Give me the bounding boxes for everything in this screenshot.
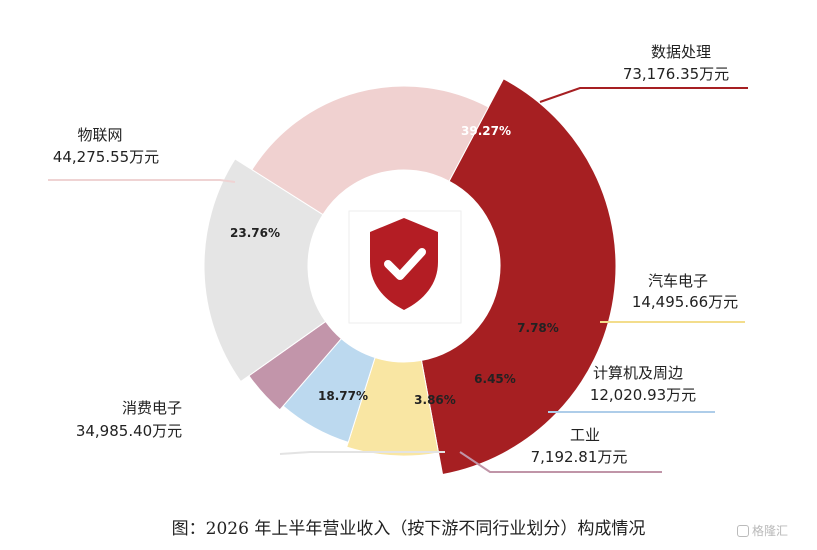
- gelonghui-logo-icon: [737, 525, 749, 537]
- label-value: 34,985.40万元: [76, 422, 182, 440]
- label-name: 物联网: [77, 126, 122, 144]
- label-value: 73,176.35万元: [623, 65, 729, 83]
- slices: [203, 78, 617, 476]
- percent-label-5: 23.76%: [230, 226, 280, 240]
- slice-label-2: 计算机及周边 12,020.93万元: [590, 364, 696, 404]
- slice-label-4: 消费电子 34,985.40万元: [76, 399, 182, 440]
- label-value: 44,275.55万元: [53, 148, 159, 166]
- percent-label-3: 3.86%: [414, 393, 456, 407]
- shield-check-icon: [370, 218, 438, 310]
- center-frame: [348, 210, 462, 324]
- slice-label-5: 物联网 44,275.55万元: [53, 126, 159, 166]
- label-name: 消费电子: [122, 399, 182, 417]
- label-value: 7,192.81万元: [531, 448, 628, 466]
- percent-label-2: 6.45%: [474, 372, 516, 386]
- percent-label-1: 7.78%: [517, 321, 559, 335]
- label-name: 数据处理: [651, 43, 711, 61]
- watermark: 格隆汇: [737, 522, 788, 539]
- center-emblem: [308, 170, 500, 362]
- leader-line-3: [459, 451, 662, 473]
- label-value: 12,020.93万元: [590, 386, 696, 404]
- figure-caption: 图：2026 年上半年营业收入（按下游不同行业划分）构成情况: [171, 519, 646, 539]
- watermark-text: 格隆汇: [752, 524, 789, 538]
- percent-label-0: 39.27%: [461, 124, 511, 138]
- leader-line-5: [48, 179, 236, 183]
- label-name: 计算机及周边: [593, 364, 683, 382]
- slice-label-1: 汽车电子 14,495.66万元: [632, 272, 738, 311]
- percent-labels: 39.27% 7.78% 6.45% 3.86% 18.77% 23.76%: [230, 124, 559, 407]
- slice-label-0: 数据处理 73,176.35万元: [623, 43, 729, 83]
- leader-lines: [48, 87, 748, 473]
- label-name: 工业: [570, 426, 600, 444]
- percent-label-4: 18.77%: [318, 389, 368, 403]
- label-name: 汽车电子: [648, 272, 708, 290]
- leader-line-0: [539, 87, 748, 103]
- label-value: 14,495.66万元: [632, 293, 738, 311]
- slice-label-3: 工业 7,192.81万元: [531, 426, 628, 466]
- leader-line-4: [279, 451, 445, 455]
